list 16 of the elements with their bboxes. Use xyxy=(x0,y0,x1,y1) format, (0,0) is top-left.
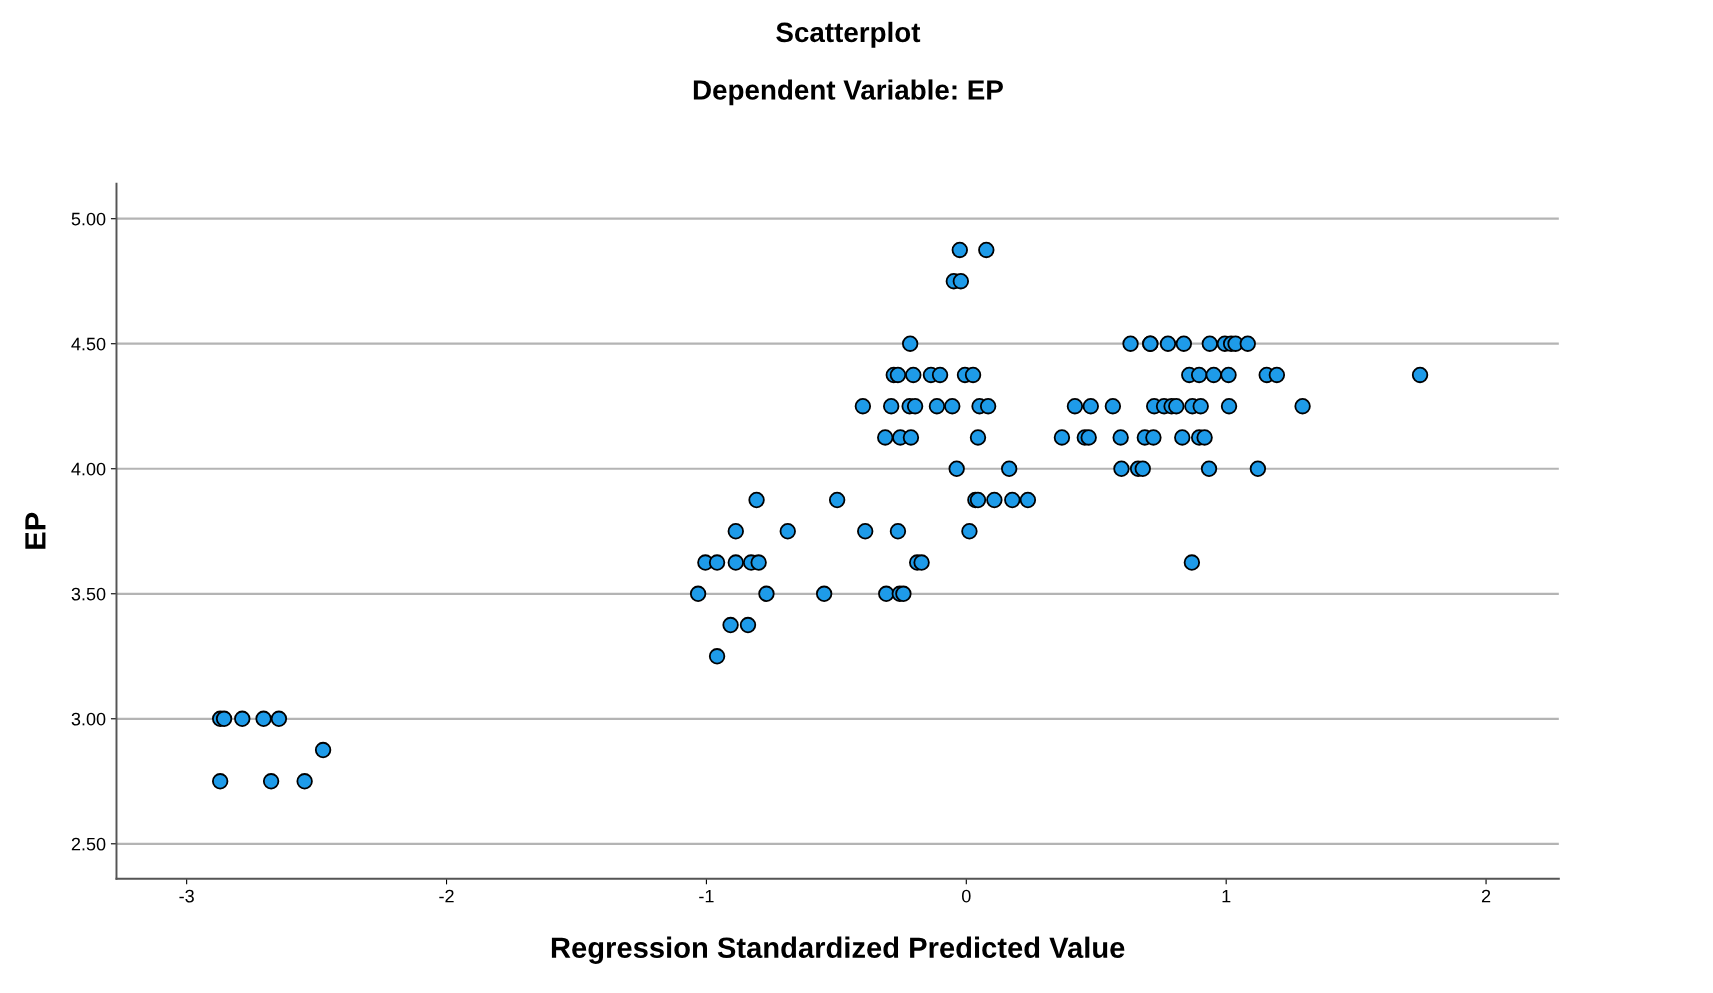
y-tick-label: 3.00 xyxy=(71,712,106,726)
y-axis-title: EP xyxy=(25,512,46,549)
y-tick-label: 5.00 xyxy=(71,212,106,226)
y-tick-label: 4.50 xyxy=(71,337,106,351)
x-tick-label: 0 xyxy=(961,889,971,903)
y-tick-label: 3.50 xyxy=(71,587,106,601)
y-tick-label: 4.00 xyxy=(71,462,106,476)
x-tick-label: -1 xyxy=(699,889,714,903)
x-axis-title: Regression Standardized Predicted Value xyxy=(551,936,1125,964)
x-tick-label: -2 xyxy=(439,889,454,903)
x-tick-label: 2 xyxy=(1481,889,1491,903)
x-tick-label: -3 xyxy=(179,889,194,903)
chart-subtitle: Dependent Variable: EP xyxy=(693,79,1003,106)
chart-title: Scatterplot xyxy=(776,21,921,48)
x-tick-label: 1 xyxy=(1222,889,1231,903)
y-tick-label: 2.50 xyxy=(71,837,106,851)
